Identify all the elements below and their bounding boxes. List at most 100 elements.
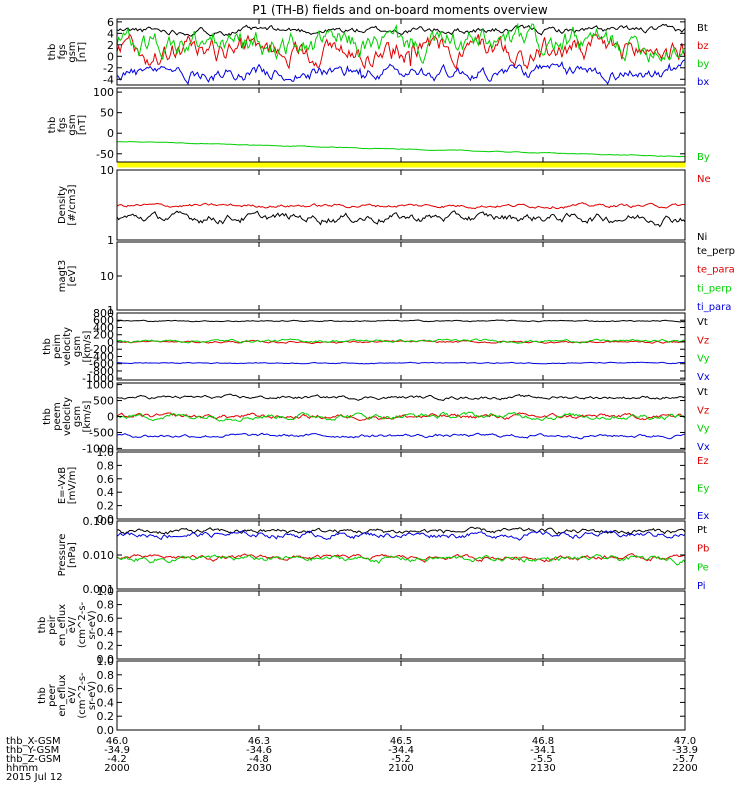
legend-te_perp: te_perp [697,246,735,257]
legend-Vy: Vy [697,424,710,435]
legend-Ez: Ez [697,456,709,467]
x-tick-label: -34.4 [388,745,414,756]
y-tick-label: 0 [107,411,114,424]
panel-frame [116,451,686,520]
y-axis-label: (cm^2-s- [77,672,88,719]
panel-frame [116,660,686,731]
y-tick-label: 200 [93,329,114,342]
y-tick-label: 500 [93,395,114,408]
series-line-Pt [116,526,686,536]
x-axis-row-label: thb_Y-GSM [6,745,59,756]
y-tick-label: 10 [100,164,114,177]
series-line-Vy [116,411,686,423]
y-axis-label: [nT] [77,42,88,62]
y-axis-label: (cm^2-s- [77,601,88,648]
y-tick-label: 0.6 [97,612,115,625]
y-axis-label: thb [37,687,48,704]
y-tick-label: -500 [89,426,114,439]
legend-Pe: Pe [697,562,709,573]
legend-Pb: Pb [697,544,709,555]
series-line-by [116,22,686,65]
y-tick-label: 0.4 [97,626,115,639]
y-tick-label: 2 [107,39,114,52]
y-tick-label: -200 [89,343,114,356]
series-line-Vx [116,432,686,440]
y-tick-label: 0.8 [97,599,115,612]
legend-by: by [697,59,709,70]
legend-bx: bx [697,77,709,88]
y-tick-label: 0.6 [97,683,115,696]
y-axis-label: thb [47,44,58,61]
y-tick-label: -2 [103,62,114,75]
y-tick-label: 1 [107,234,114,247]
legend-Ni: Ni [697,232,707,243]
y-axis-label: gsm [72,336,83,357]
y-tick-label: 0 [107,127,114,140]
legend-By: By [697,152,710,163]
series-line-Ne [116,202,686,210]
x-tick-label: 47.0 [674,736,696,747]
series-line-bz [116,33,686,70]
y-axis-label: fgs [57,44,68,59]
series-line-Vt [116,319,686,323]
y-tick-label: 1.0 [97,585,115,598]
x-axis-row-label: thb_Z-GSM [6,754,61,765]
x-tick-label: 46.3 [248,736,270,747]
y-axis-label: velocity [62,327,73,366]
y-tick-label: -1000 [82,442,114,455]
y-tick-label: 0.2 [97,710,115,723]
y-axis-label: [km/s] [82,330,93,362]
y-axis-label: [mV/m] [67,467,78,505]
legend-Ey: Ey [697,484,709,495]
y-axis-label: sr-eV) [87,681,98,710]
y-tick-label: 100 [93,86,114,99]
y-tick-label: -800 [89,365,114,378]
series-line-Pi [116,529,686,541]
y-tick-label: 800 [93,307,114,320]
series-line-Ni [116,210,686,228]
panel-frame [116,312,686,381]
legend-Vz: Vz [697,335,709,346]
x-tick-label: -5.7 [675,754,695,765]
y-tick-label: 1.0 [97,446,115,459]
y-axis-label: peem [52,402,63,430]
y-axis-label: gsm [67,114,78,135]
series-line-Vx [116,361,686,365]
y-tick-label: 10 [100,270,114,283]
y-tick-label: -600 [89,358,114,371]
y-axis-label: E=-VxB [57,467,68,504]
series-line-Bt [116,23,686,37]
y-tick-label: 0.100 [83,515,115,528]
y-axis-label: en_eflux [57,674,68,716]
legend-ti_perp: ti_perp [697,283,732,294]
y-tick-label: 1.0 [97,655,115,668]
series-line-Pe [116,554,686,566]
series-line-Pb [116,553,686,563]
y-tick-label: 0.6 [97,473,115,486]
legend-Vy: Vy [697,354,710,365]
y-tick-label: 6 [107,16,114,29]
series-line-Vt [116,393,686,401]
y-axis-label: thb [47,117,58,134]
series-line-Vz [116,339,686,345]
panel-frame [116,241,686,311]
x-tick-label: 2030 [246,763,271,774]
y-axis-label: magt3 [57,260,68,293]
date-label: 2015 Jul 12 [6,772,63,783]
legend-Ex: Ex [697,511,709,522]
y-axis-label: peer [47,683,58,707]
panel-frame [116,590,686,660]
plot-title: P1 (TH-B) fields and on-board moments ov… [252,3,548,17]
legend-bz: bz [697,41,709,52]
series-line-Vz [116,412,686,422]
y-tick-label: 0 [107,50,114,63]
y-axis-label: [nT] [77,115,88,135]
y-axis-label: eV/ [67,616,78,633]
legend-Pt: Pt [697,525,707,536]
y-axis-label: thb [42,408,53,425]
x-tick-label: -4.8 [249,754,269,765]
x-axis-row-label: thb_X-GSM [6,736,61,747]
series-line-bx [116,59,686,86]
legend-Ne: Ne [697,174,711,185]
